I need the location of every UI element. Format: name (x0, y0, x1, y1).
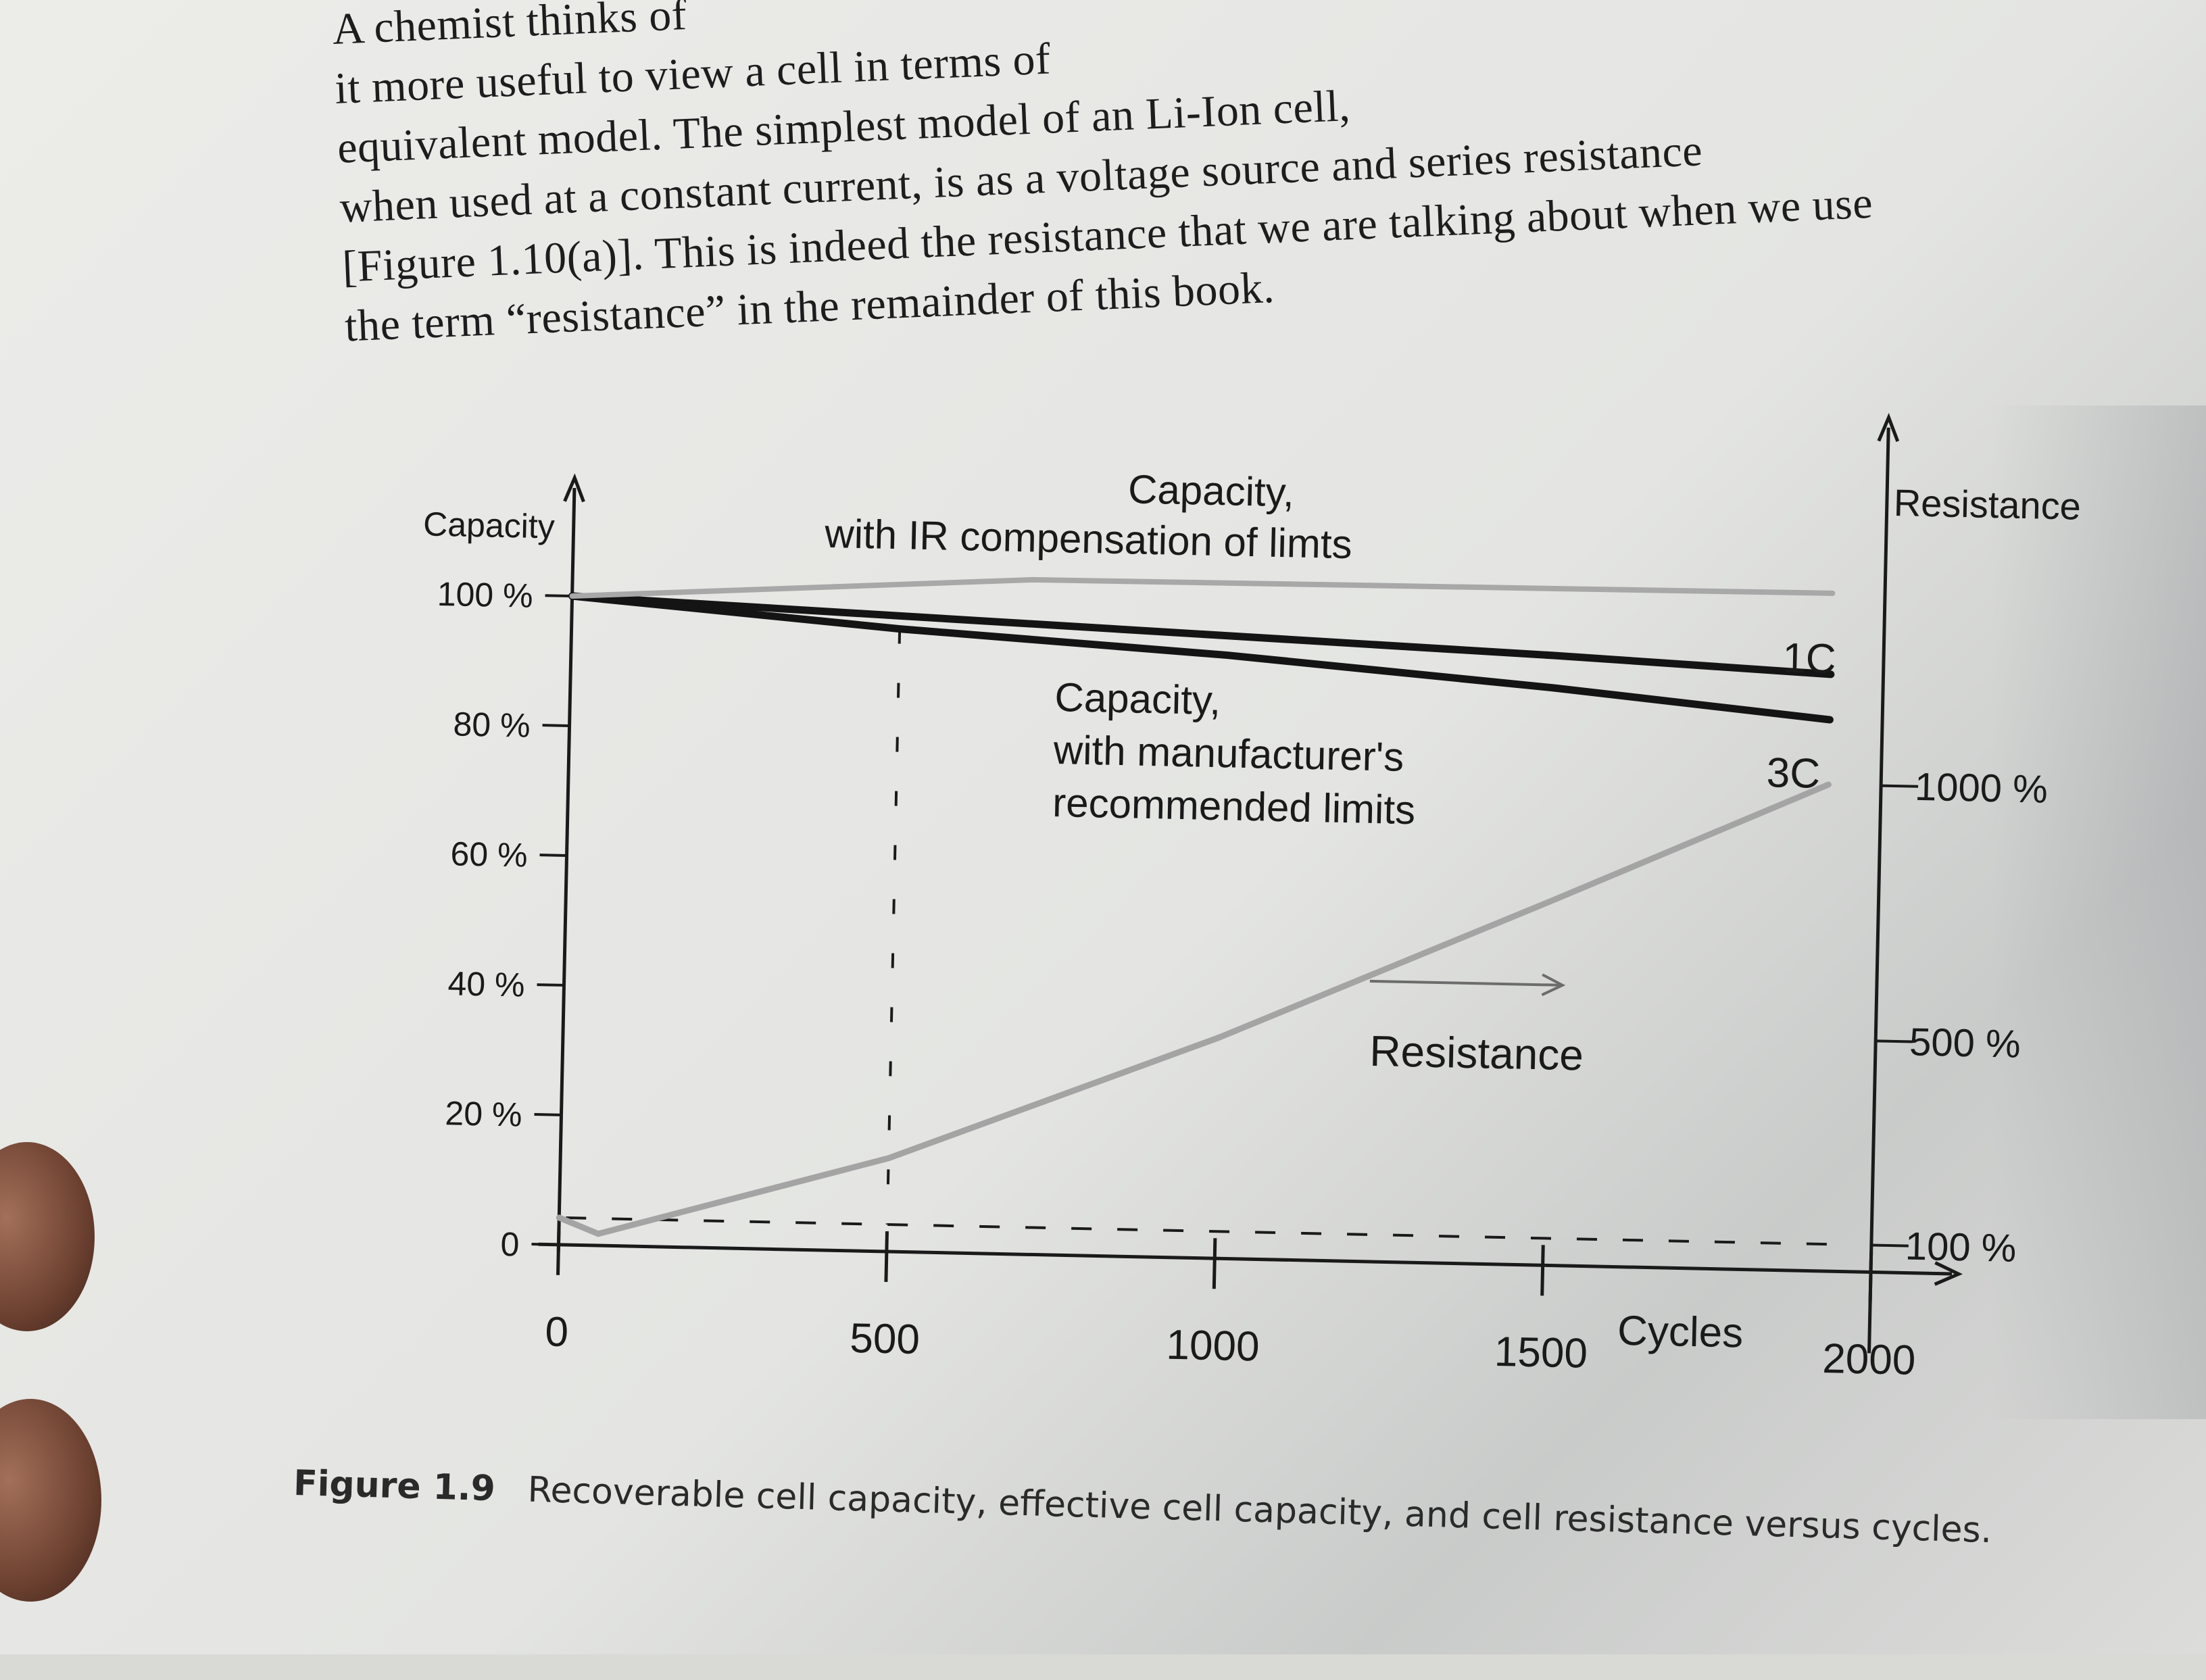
x-tick (1540, 1245, 1545, 1296)
x-tick (884, 1231, 889, 1283)
right-axis-arrow (1877, 413, 1900, 442)
right-axis-line (1867, 427, 1890, 1354)
x-tick-label: 2000 (1822, 1335, 1916, 1384)
y-left-tick-label: 20 % (445, 1094, 522, 1133)
annotation-manufacturer-capacity-line: Capacity, (1054, 674, 1221, 723)
reference-horizontal-dashed (566, 1216, 1851, 1246)
x-tick-label: 500 (850, 1315, 921, 1363)
y-left-tick (531, 1242, 559, 1246)
page-shadow (1990, 405, 2206, 1419)
annotation-ir-capacity-line-2: with IR compensation of limts (824, 511, 1353, 567)
x-tick-label: 0 (545, 1308, 569, 1356)
label-1c: 1C (1782, 635, 1837, 683)
x-tick-label: 1000 (1166, 1322, 1260, 1370)
x-axis-title: Cycles (1617, 1308, 1743, 1357)
y-left-tick (534, 1113, 562, 1116)
left-axis-line (556, 488, 577, 1252)
y-left-tick (539, 854, 567, 857)
x-tick (1212, 1238, 1217, 1289)
series-1c (568, 592, 1835, 678)
x-tick (556, 1224, 561, 1275)
y-left-tick (545, 594, 572, 598)
y-right-tick-label: 500 % (1909, 1020, 2021, 1066)
annotation-resistance: Resistance (1369, 1027, 1584, 1080)
y-right-tick (1881, 784, 1919, 788)
left-axis-title: Capacity (423, 505, 556, 545)
y-left-tick-label: 0 (500, 1225, 520, 1264)
series-capacity-ir (569, 576, 1836, 599)
annotation-ir-capacity-line-1: Capacity, (1128, 466, 1295, 515)
left-axis-arrow (563, 473, 585, 503)
annotation-manufacturer-capacity-line: with manufacturer's (1052, 727, 1404, 780)
y-left-tick-label: 60 % (450, 835, 528, 874)
resistance-arrow-shaft (1369, 979, 1559, 987)
x-tick (1868, 1252, 1873, 1303)
x-axis-arrow (1934, 1261, 1963, 1286)
y-left-tick-label: 100 % (437, 575, 533, 615)
y-left-tick (542, 724, 570, 727)
x-tick-label: 1500 (1494, 1329, 1588, 1377)
y-left-tick-label: 80 % (453, 705, 531, 744)
y-right-tick (1871, 1243, 1909, 1247)
reference-vertical-dashed (885, 628, 902, 1225)
label-3c: 3C (1766, 749, 1821, 797)
y-right-tick-label: 1000 % (1914, 765, 2048, 812)
y-right-tick-label: 100 % (1905, 1225, 2017, 1270)
right-axis-title: Resistance (1893, 481, 2081, 528)
resistance-arrow-head (1541, 973, 1566, 997)
caption-label: Figure 1.9 (293, 1463, 496, 1510)
y-left-tick-label: 40 % (447, 964, 525, 1004)
series-resistance (556, 781, 1832, 1237)
series-3c (568, 592, 1834, 724)
x-axis-line (538, 1242, 1953, 1276)
annotation-manufacturer-capacity-line: recommended limits (1052, 780, 1416, 833)
